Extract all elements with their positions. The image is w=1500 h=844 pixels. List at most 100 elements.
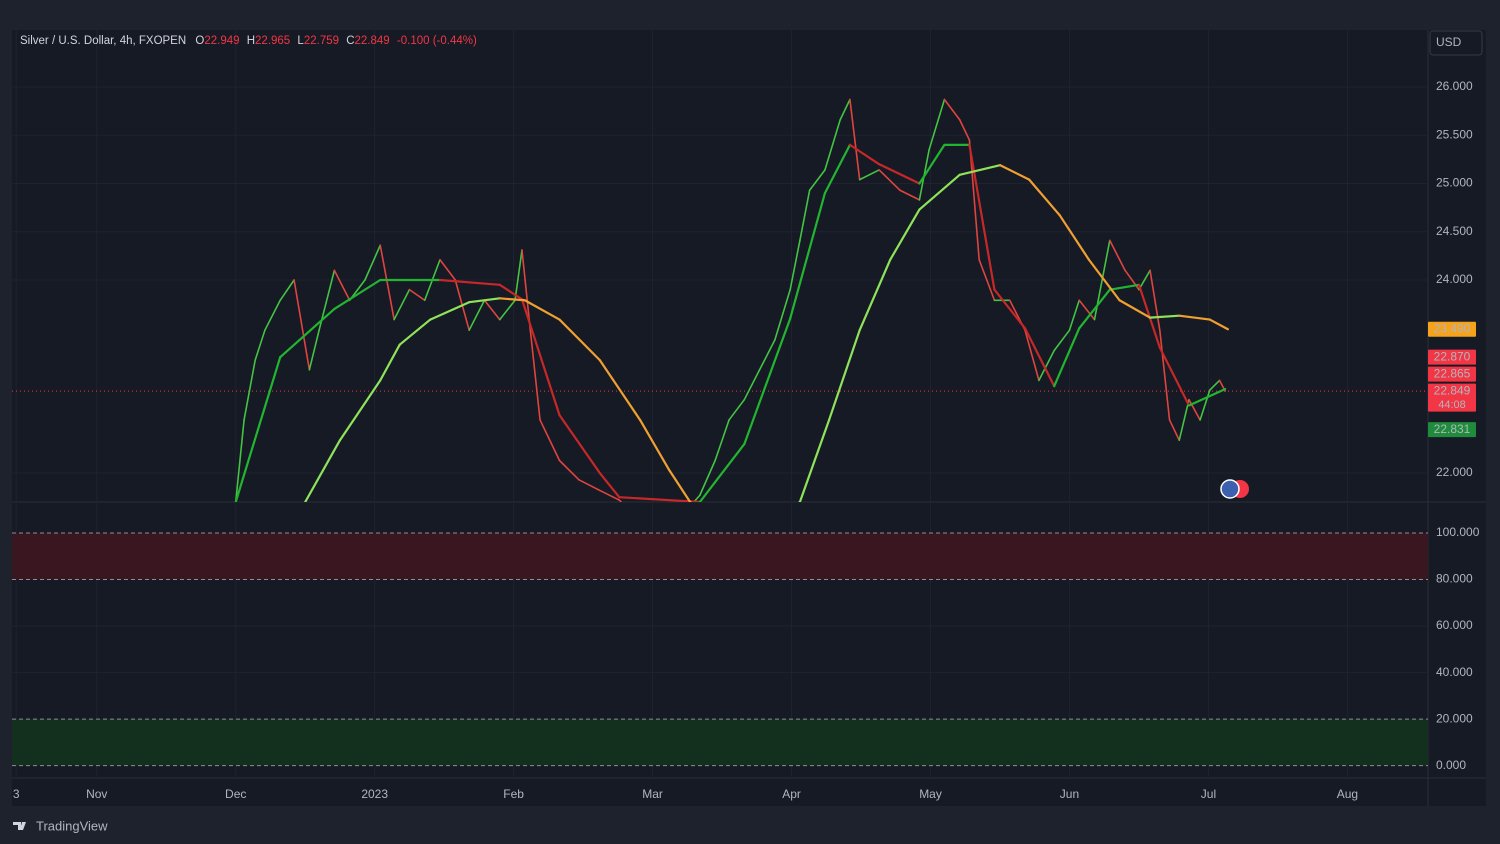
osc-tick-label: 40.000 — [1436, 665, 1473, 679]
series-segment — [878, 169, 901, 192]
currency-box[interactable] — [1429, 30, 1483, 56]
series-segment — [1058, 214, 1091, 261]
price-label: 22.831 — [1434, 422, 1471, 436]
symbol-title: Silver / U.S. Dollar, 4h, FXOPEN — [20, 35, 186, 47]
price-label-box — [1428, 321, 1476, 337]
series-segment — [789, 239, 801, 291]
series-segment — [498, 297, 526, 302]
series-segment — [1208, 318, 1229, 331]
series-segment — [308, 329, 320, 371]
series-segment — [1068, 299, 1081, 331]
series-segment — [529, 329, 541, 421]
x-tick-label: Nov — [86, 787, 107, 801]
series-segment — [1188, 398, 1201, 421]
series-segment — [958, 164, 1002, 176]
series-segment — [521, 249, 532, 331]
price-label: 22.849 — [1434, 383, 1471, 397]
band — [12, 719, 1428, 766]
series-segment — [1028, 178, 1061, 217]
band — [12, 532, 1428, 580]
series-segment — [618, 496, 701, 502]
series-segment — [698, 442, 746, 502]
series-segment — [1178, 314, 1211, 321]
series-segment — [824, 118, 842, 171]
series-segment — [468, 299, 486, 331]
series-segment — [858, 258, 892, 332]
series-segment — [1148, 314, 1181, 319]
currency: USD — [1436, 35, 1462, 49]
series-segment — [514, 249, 523, 302]
x-tick-label: May — [919, 787, 942, 801]
price-label: 22.865 — [1434, 366, 1471, 380]
event-flag[interactable] — [1220, 479, 1249, 499]
price-label-box — [1428, 422, 1476, 438]
series-segment — [928, 98, 946, 151]
series-segment — [379, 343, 401, 382]
ohlc-value: 22.849 — [355, 35, 390, 47]
series-segment — [799, 189, 811, 242]
logo-mark — [13, 822, 26, 830]
x-tick-label: Mar — [642, 787, 663, 801]
series-segment — [439, 258, 457, 281]
ohlc-key: C — [346, 35, 354, 47]
x-tick-label: 2023 — [361, 787, 388, 801]
series-segment — [714, 419, 730, 462]
series-segment — [578, 478, 601, 492]
series-segment — [993, 288, 1027, 330]
osc-tick-label: 60.000 — [1436, 618, 1473, 632]
series-segment — [539, 419, 561, 462]
brand: TradingView — [36, 818, 108, 833]
series-segment — [1159, 329, 1171, 421]
series-segment — [858, 169, 880, 181]
osc-tick-label: 80.000 — [1436, 572, 1473, 586]
series-segment — [1078, 288, 1111, 330]
osc-tick-label: 0.000 — [1436, 758, 1466, 772]
ohlc-value: 22.949 — [204, 35, 239, 47]
series-segment — [1053, 327, 1081, 388]
x-tick-label: 3 — [13, 787, 20, 801]
series-segment — [899, 189, 921, 201]
header: Silver / U.S. Dollar, 4h, FXOPEN O22.949… — [20, 35, 477, 47]
series-layer — [12, 98, 1428, 502]
series-segment — [668, 469, 692, 502]
x-tick-label: Jun — [1060, 787, 1079, 801]
change: -0.100 (-0.44%) — [397, 35, 477, 47]
series-segment — [408, 288, 426, 302]
ohlc-key: O — [195, 35, 204, 47]
series-segment — [558, 318, 601, 362]
series-segment — [438, 278, 501, 286]
series-segment — [498, 299, 516, 321]
x-tick-label: Apr — [782, 787, 801, 801]
series-segment — [1078, 299, 1096, 321]
osc-tick-label: 20.000 — [1436, 711, 1473, 725]
series-segment — [598, 471, 621, 499]
series-segment — [798, 418, 831, 502]
series-segment — [918, 173, 961, 211]
series-segment — [839, 98, 851, 121]
series-segment — [468, 297, 501, 304]
series-segment — [1108, 283, 1141, 291]
panes — [12, 532, 1428, 767]
x-tick-label: Aug — [1337, 787, 1358, 801]
price-label: 23.490 — [1434, 321, 1471, 335]
series-segment — [743, 317, 792, 446]
series-segment — [498, 283, 524, 301]
price-label: 22.870 — [1434, 349, 1471, 363]
series-segment — [1038, 349, 1055, 382]
series-segment — [878, 163, 921, 185]
series-segment — [789, 192, 827, 320]
labels-layer: 3 Nov Dec 2023 Feb Mar Apr May Jun Jul Aug 22.000 24… — [13, 79, 1480, 801]
price-label-box — [1428, 349, 1476, 365]
y-tick-label: 25.500 — [1436, 127, 1473, 141]
series-segment — [1168, 419, 1181, 442]
series-segment — [1178, 398, 1190, 442]
y-tick-label: 26.000 — [1436, 79, 1473, 93]
y-tick-label: 22.000 — [1436, 465, 1473, 479]
series-segment — [1158, 346, 1191, 407]
series-segment — [1199, 389, 1211, 421]
series-segment — [848, 143, 881, 166]
series-segment — [968, 143, 996, 291]
series-segment — [1118, 299, 1152, 319]
countdown: 44:08 — [1438, 399, 1466, 411]
flag-icon — [1220, 479, 1240, 499]
